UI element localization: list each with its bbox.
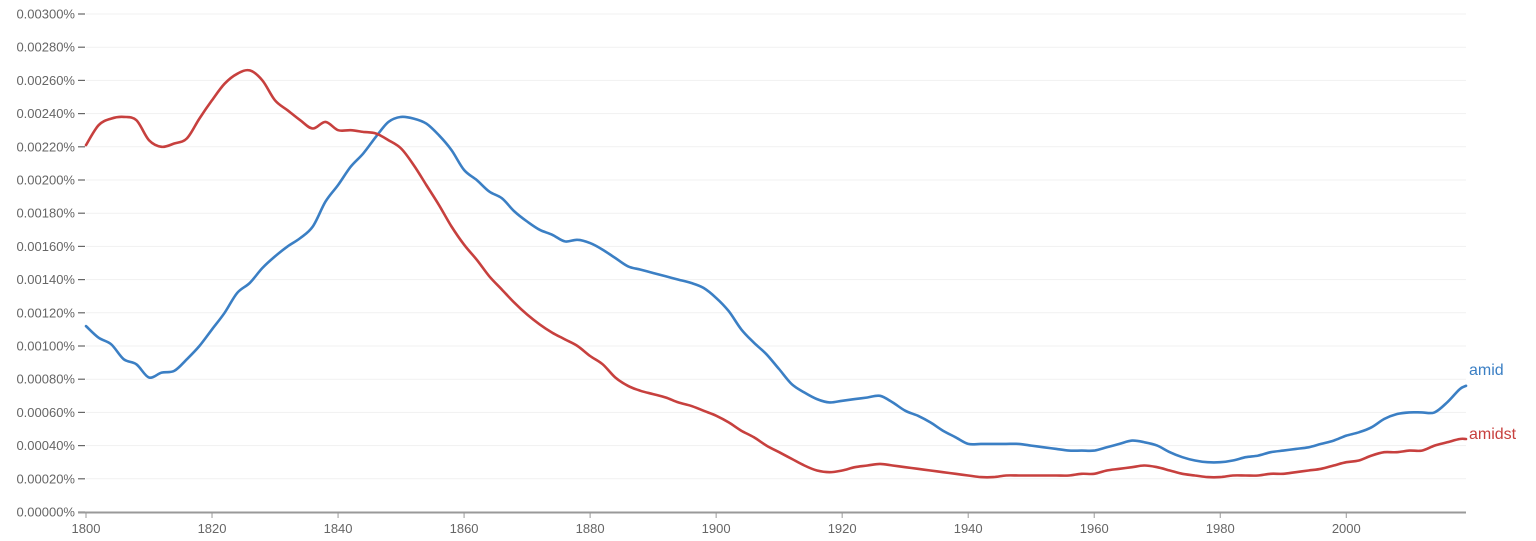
y-axis: 0.00000% 0.00020% 0.00040% 0.00060% 0.00080%…	[16, 7, 85, 520]
y-tick-label: 0.00280%	[16, 40, 75, 55]
y-tick-label: 0.00120%	[16, 305, 75, 320]
y-tick-label: 0.00300%	[16, 7, 75, 22]
x-tick-label: 1880	[576, 521, 605, 536]
x-tick-label: 1940	[954, 521, 983, 536]
series-line-amid[interactable]	[84, 115, 1468, 464]
x-tick-label: 1900	[702, 521, 731, 536]
x-tick-label: 2000	[1332, 521, 1361, 536]
y-tick-label: 0.00180%	[16, 206, 75, 221]
y-tick-label: 0.00040%	[16, 438, 75, 453]
y-tick-label: 0.00260%	[16, 73, 75, 88]
x-tick-label: 1860	[450, 521, 479, 536]
x-tick-label: 1840	[324, 521, 353, 536]
y-tick-label: 0.00140%	[16, 272, 75, 287]
y-tick-label: 0.00020%	[16, 471, 75, 486]
x-tick-label: 1820	[198, 521, 227, 536]
gridlines	[86, 13, 1466, 480]
y-tick-label: 0.00080%	[16, 372, 75, 387]
y-tick-label: 0.00000%	[16, 505, 75, 520]
y-tick-label: 0.00160%	[16, 239, 75, 254]
series-line-amidst[interactable]	[84, 68, 1468, 479]
y-tick-label: 0.00060%	[16, 405, 75, 420]
y-tick-label: 0.00220%	[16, 139, 75, 154]
series-lines	[84, 68, 1468, 479]
x-tick-label: 1920	[828, 521, 857, 536]
series-label-amid[interactable]: amid	[1469, 362, 1504, 379]
x-axis: 1800 1820 1840 1860 1880 1900 1920 1940 1960 1980…	[72, 511, 1466, 536]
x-tick-label: 1980	[1206, 521, 1235, 536]
y-tick-label: 0.00240%	[16, 106, 75, 121]
y-tick-label: 0.00100%	[16, 339, 75, 354]
y-tick-label: 0.00200%	[16, 173, 75, 188]
x-tick-label: 1960	[1080, 521, 1109, 536]
x-tick-label: 1800	[72, 521, 101, 536]
series-label-amidst[interactable]: amidst	[1469, 426, 1517, 443]
